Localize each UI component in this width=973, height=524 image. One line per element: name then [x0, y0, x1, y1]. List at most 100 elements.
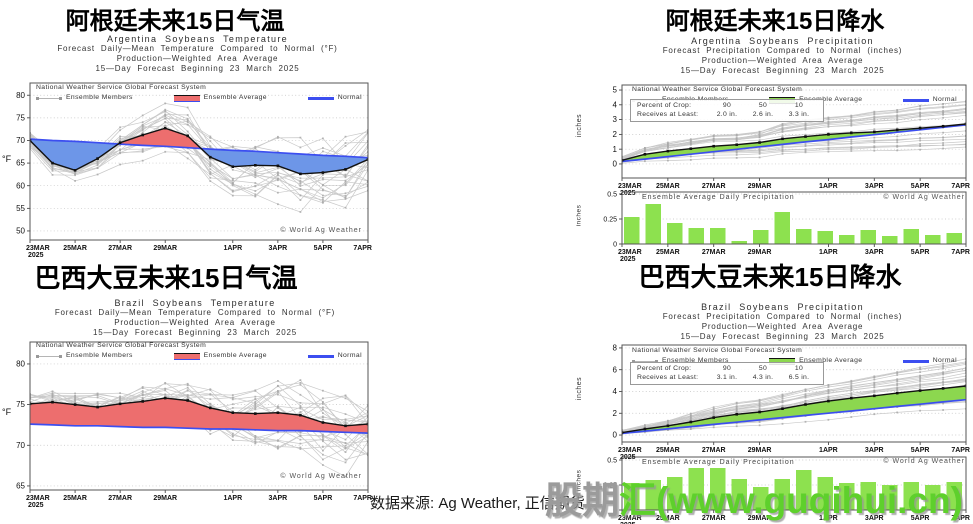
legend-source-line: National Weather Service Global Forecast… [632, 86, 803, 93]
svg-text:27MAR: 27MAR [108, 495, 132, 502]
crop-box-percent: 10 [794, 365, 804, 372]
chart-legend: National Weather Service Global Forecast… [632, 347, 957, 365]
svg-text:5APR: 5APR [911, 447, 930, 454]
watermark-prefix: 股期 [545, 480, 619, 521]
svg-text:5APR: 5APR [911, 249, 930, 256]
argentina-temp-title-cn: 阿根廷未来15日气温 [65, 8, 285, 35]
svg-text:80: 80 [16, 91, 25, 100]
svg-text:2: 2 [613, 409, 618, 418]
svg-text:29MAR: 29MAR [748, 249, 772, 256]
crop-box-amount: 2.6 in. [752, 110, 774, 118]
chart-subtitle: Forecast Daily—Mean Temperature Compared… [57, 44, 338, 53]
svg-text:2025: 2025 [28, 252, 44, 259]
svg-text:0.25: 0.25 [603, 482, 617, 489]
svg-text:25MAR: 25MAR [656, 447, 680, 454]
y-axis-unit: inches [575, 204, 583, 227]
svg-text:0: 0 [613, 160, 618, 169]
watermark-suffix: 汇(www.guqihui.cn) [619, 480, 963, 521]
chart-title-en: Argentina Soybeans Temperature [107, 34, 288, 44]
normal-swatch [902, 98, 929, 102]
svg-text:1APR: 1APR [819, 515, 838, 522]
crop-box-amount: 4.3 in. [752, 373, 774, 381]
chart-subtitle: Production—Weighted Area Average [116, 54, 279, 63]
brazil-precip-title-cn: 巴西大豆未来15日降水 [638, 262, 902, 292]
chart-subtitle: Production—Weighted Area Average [701, 56, 864, 65]
legend-normal-label: Normal [932, 96, 957, 103]
crop-box-percent: 50 [758, 365, 768, 372]
svg-text:23MAR: 23MAR [618, 249, 642, 256]
svg-text:6: 6 [613, 365, 618, 374]
y-axis-unit: °F [2, 154, 12, 164]
argentina-temp-subtitles: Argentina Soybeans Temperature Forecast … [5, 34, 390, 74]
svg-text:1APR: 1APR [223, 245, 242, 252]
svg-text:2: 2 [613, 130, 618, 139]
svg-text:25MAR: 25MAR [656, 249, 680, 256]
svg-text:60: 60 [16, 181, 25, 190]
chart-title-en: Brazil Soybeans Temperature [114, 298, 276, 308]
y-axis-unit: °F [2, 407, 12, 417]
legend-normal-label: Normal [932, 357, 957, 364]
svg-text:29MAR: 29MAR [153, 245, 177, 252]
site-watermark: 股期汇(www.guqihui.cn) [545, 470, 963, 524]
svg-text:75: 75 [16, 400, 25, 409]
legend-normal-label: Normal [337, 94, 362, 101]
crop-box-amount: 2.0 in. [716, 110, 738, 118]
svg-text:1APR: 1APR [819, 447, 838, 454]
svg-text:7APR: 7APR [951, 515, 970, 522]
svg-text:29MAR: 29MAR [748, 515, 772, 522]
svg-text:5APR: 5APR [314, 245, 333, 252]
svg-text:25MAR: 25MAR [63, 495, 87, 502]
chart-legend: National Weather Service Global Forecast… [36, 84, 362, 102]
crop-box-row-label: Percent of Crop: [637, 365, 692, 372]
chart-subtitle: 15—Day Forecast Beginning 23 March 2025 [92, 328, 298, 337]
svg-text:4: 4 [613, 100, 618, 109]
svg-text:1APR: 1APR [223, 495, 242, 502]
svg-text:55: 55 [16, 204, 25, 213]
svg-text:3APR: 3APR [865, 447, 884, 454]
svg-text:25MAR: 25MAR [63, 245, 87, 252]
crop-box-row-label: Percent of Crop: [637, 102, 692, 109]
argentina-precip-subtitles: Argentina Soybeans Precipitation Forecas… [595, 36, 970, 76]
crop-box-amount: 6.5 in. [788, 373, 810, 381]
chart-title-en: Argentina Soybeans Precipitation [691, 36, 874, 46]
ensemble-members-swatch [36, 354, 62, 358]
copyright-label: © World Ag Weather [280, 473, 362, 480]
svg-text:7APR: 7APR [353, 245, 372, 252]
ensemble-members-swatch [632, 359, 658, 363]
chart-subtitle: 15—Day Forecast Beginning 23 March 2025 [95, 64, 300, 73]
chart-subtitle: Production—Weighted Area Average [701, 322, 864, 331]
svg-text:7APR: 7APR [353, 495, 372, 502]
svg-text:23MAR: 23MAR [618, 183, 642, 190]
daily-precip-panel-title: Ensemble Average Daily Precipitation [642, 194, 795, 201]
svg-text:27MAR: 27MAR [702, 249, 726, 256]
crop-box-percent: 50 [758, 102, 768, 109]
chart-subtitle: Forecast Precipitation Compared to Norma… [662, 312, 903, 321]
svg-text:7APR: 7APR [951, 447, 970, 454]
copyright-label: © World Ag Weather [883, 194, 965, 201]
svg-text:70: 70 [16, 136, 25, 145]
legend-members-label: Ensemble Members [66, 94, 133, 101]
svg-text:5APR: 5APR [314, 495, 333, 502]
svg-text:0.5: 0.5 [607, 191, 617, 198]
svg-text:65: 65 [16, 482, 25, 491]
svg-text:2025: 2025 [620, 190, 636, 197]
svg-text:8: 8 [613, 344, 618, 353]
data-source-footer: 数据来源: Ag Weather, 正信期货 [370, 495, 585, 512]
svg-text:2025: 2025 [620, 522, 636, 524]
legend-average-label: Ensemble Average [203, 94, 267, 101]
svg-text:3APR: 3APR [269, 245, 288, 252]
svg-text:27MAR: 27MAR [108, 245, 132, 252]
svg-text:7APR: 7APR [951, 183, 970, 190]
chart-title-en: Brazil Soybeans Precipitation [701, 302, 864, 312]
crop-box-row-label: Receives at Least: [637, 373, 699, 381]
brazil-temp-subtitles: Brazil Soybeans Temperature Forecast Dai… [5, 298, 385, 338]
legend-normal-label: Normal [337, 352, 362, 359]
legend-members-label: Ensemble Members [662, 357, 729, 364]
legend-members-label: Ensemble Members [66, 352, 133, 359]
svg-text:0.5: 0.5 [607, 457, 617, 464]
svg-text:25MAR: 25MAR [656, 183, 680, 190]
svg-text:23MAR: 23MAR [26, 495, 50, 502]
